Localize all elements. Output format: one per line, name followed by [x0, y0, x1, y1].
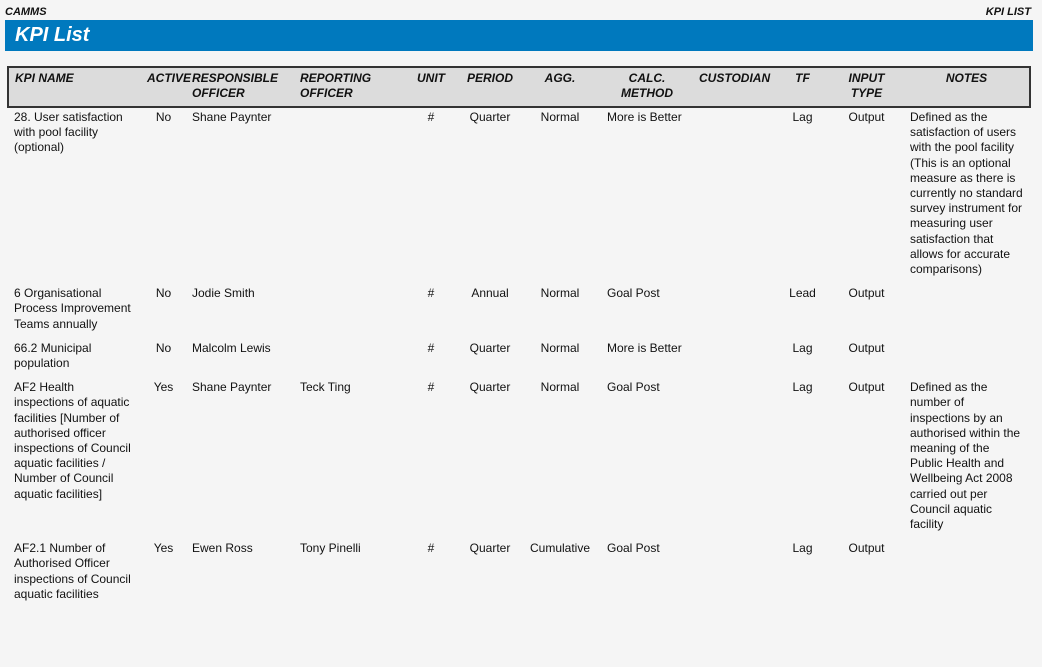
table-cell: # [427, 541, 435, 556]
table-cell [693, 539, 776, 609]
table-cell: More is Better [607, 340, 682, 355]
table-cell: Quarter [469, 380, 511, 395]
table-cell: Lag [792, 340, 813, 355]
table-cell: Normal [540, 286, 580, 301]
table-cell: 28. User satisfaction with pool facility… [14, 110, 123, 155]
table-row: AF2 Health inspections of aquatic facili… [8, 378, 1030, 539]
company-label: CAMMS [5, 6, 47, 18]
table-cell: Jodie Smith [192, 286, 255, 301]
table-cell: Output [848, 340, 885, 355]
table-cell: Cumulative [529, 541, 591, 556]
column-header: ACTIVE [141, 66, 191, 108]
table-cell [693, 284, 776, 339]
table-cell: Output [848, 541, 885, 556]
table-cell: Lead [789, 286, 816, 301]
table-cell [693, 378, 776, 539]
table-cell: 66.2 Municipal population [14, 340, 92, 371]
table-cell [294, 107, 401, 284]
table-cell: Yes [153, 380, 174, 395]
report-label: KPI LIST [985, 6, 1031, 18]
table-cell: Ewen Ross [192, 541, 253, 556]
table-cell: # [427, 340, 435, 355]
table-cell: Quarter [469, 340, 511, 355]
table-row: 66.2 Municipal population No Malcolm Lewis… [8, 339, 1030, 378]
column-header: RESPONSIBLE OFFICER [186, 66, 294, 108]
table-cell: # [427, 286, 435, 301]
table-cell [904, 339, 1030, 378]
table-cell: Malcolm Lewis [192, 340, 271, 355]
table-cell [693, 107, 776, 284]
table-cell: Tony Pinelli [300, 541, 361, 556]
table-cell: Defined as the satisfaction of users wit… [910, 110, 1023, 277]
column-header: TF [776, 66, 829, 108]
page-title: KPI List [15, 24, 90, 46]
table-cell: 6 Organisational Process Improvement Tea… [14, 286, 131, 331]
table-cell: Normal [540, 380, 580, 395]
table-cell [294, 339, 401, 378]
table-cell: No [155, 110, 172, 124]
table-cell: Lag [792, 380, 813, 395]
column-header: INPUT TYPE [829, 66, 904, 108]
table-cell: AF2.1 Number of Authorised Officer inspe… [14, 541, 131, 601]
table-cell: Teck Ting [300, 380, 351, 395]
table-header: KPI NAME ACTIVE RESPONSIBLE OFFICER REPORTI… [7, 66, 1031, 108]
table-cell: Shane Paynter [192, 110, 272, 124]
table-cell: Lag [792, 110, 813, 124]
table-cell: Normal [540, 340, 580, 355]
table-cell: Shane Paynter [192, 380, 272, 395]
table-cell: Yes [153, 541, 174, 556]
table-cell: Quarter [469, 110, 511, 124]
column-header: REPORTING OFFICER [294, 66, 401, 108]
kpi-table: KPI NAME ACTIVE RESPONSIBLE OFFICER REPORTI… [7, 66, 1031, 609]
table-cell: Defined as the number of inspections by … [910, 380, 1021, 532]
column-header: CALC. METHOD [601, 66, 693, 108]
table-cell: More is Better [607, 110, 682, 124]
table-cell: Quarter [469, 541, 511, 556]
table-cell: Goal Post [607, 380, 660, 395]
table-cell: Goal Post [607, 541, 660, 556]
table-row: AF2.1 Number of Authorised Officer inspe… [8, 539, 1030, 609]
column-header: KPI NAME [7, 66, 141, 108]
column-header: NOTES [904, 66, 1031, 108]
table-cell: Output [848, 110, 885, 124]
table-cell: No [155, 340, 172, 355]
column-header: AGG. [519, 66, 601, 108]
table-cell: Normal [540, 110, 580, 124]
table-cell [904, 539, 1030, 609]
table-cell: Annual [471, 286, 509, 301]
column-header: CUSTODIAN [693, 66, 776, 108]
table-cell: Lag [792, 541, 813, 556]
column-header: UNIT [401, 66, 461, 108]
column-header: PERIOD [461, 66, 519, 108]
table-cell: Output [848, 380, 885, 395]
table-cell: Goal Post [607, 286, 660, 301]
table-cell: No [155, 286, 172, 301]
table-cell: # [427, 380, 435, 395]
table-row: 6 Organisational Process Improvement Tea… [8, 284, 1030, 339]
table-row: 28. User satisfaction with pool facility… [8, 107, 1030, 284]
table-cell [904, 284, 1030, 339]
table-cell: # [427, 110, 435, 124]
table-cell: AF2 Health inspections of aquatic facili… [14, 380, 131, 501]
table-cell [693, 339, 776, 378]
table-cell: Output [848, 286, 885, 301]
table-cell [294, 284, 401, 339]
title-banner: KPI List [5, 20, 1033, 51]
